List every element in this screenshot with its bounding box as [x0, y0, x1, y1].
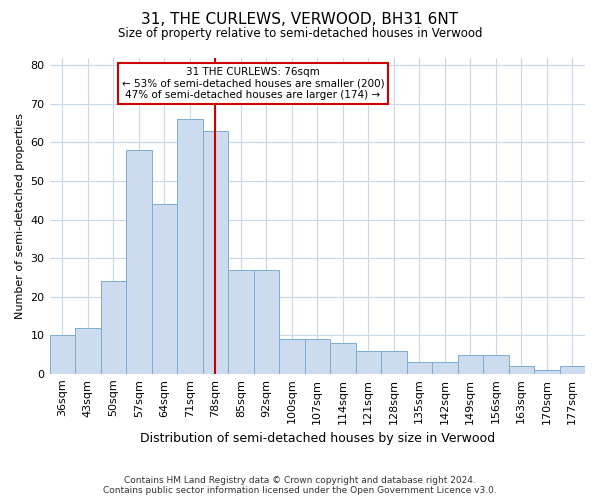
- Text: Contains HM Land Registry data © Crown copyright and database right 2024.
Contai: Contains HM Land Registry data © Crown c…: [103, 476, 497, 495]
- Bar: [101, 281, 126, 374]
- Bar: [152, 204, 177, 374]
- X-axis label: Distribution of semi-detached houses by size in Verwood: Distribution of semi-detached houses by …: [140, 432, 495, 445]
- Bar: [458, 354, 483, 374]
- Bar: [432, 362, 458, 374]
- Bar: [305, 339, 330, 374]
- Bar: [75, 328, 101, 374]
- Bar: [254, 270, 279, 374]
- Bar: [381, 350, 407, 374]
- Text: 31 THE CURLEWS: 76sqm
← 53% of semi-detached houses are smaller (200)
47% of sem: 31 THE CURLEWS: 76sqm ← 53% of semi-deta…: [122, 67, 385, 100]
- Bar: [126, 150, 152, 374]
- Bar: [483, 354, 509, 374]
- Bar: [534, 370, 560, 374]
- Bar: [509, 366, 534, 374]
- Text: Size of property relative to semi-detached houses in Verwood: Size of property relative to semi-detach…: [118, 28, 482, 40]
- Bar: [50, 335, 75, 374]
- Bar: [407, 362, 432, 374]
- Bar: [356, 350, 381, 374]
- Y-axis label: Number of semi-detached properties: Number of semi-detached properties: [15, 112, 25, 318]
- Text: 31, THE CURLEWS, VERWOOD, BH31 6NT: 31, THE CURLEWS, VERWOOD, BH31 6NT: [142, 12, 458, 28]
- Bar: [560, 366, 585, 374]
- Bar: [228, 270, 254, 374]
- Bar: [177, 119, 203, 374]
- Bar: [279, 339, 305, 374]
- Bar: [330, 343, 356, 374]
- Bar: [203, 131, 228, 374]
